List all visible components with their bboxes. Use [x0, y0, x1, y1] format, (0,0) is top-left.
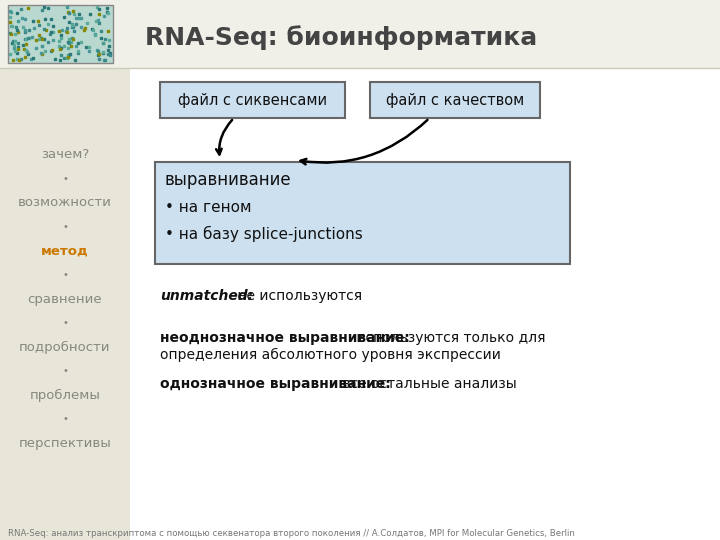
- Text: подробности: подробности: [19, 340, 111, 354]
- Text: возможности: возможности: [18, 197, 112, 210]
- Text: RNA-Seq: анализ транскриптома с помощью секвенатора второго поколения // А.Солда: RNA-Seq: анализ транскриптома с помощью …: [8, 529, 575, 537]
- Text: • на базу splice-junctions: • на базу splice-junctions: [165, 226, 363, 242]
- Text: метод: метод: [41, 245, 89, 258]
- Text: •: •: [62, 318, 68, 328]
- Text: определения абсолютного уровня экспрессии: определения абсолютного уровня экспресси…: [160, 348, 501, 362]
- Bar: [160, 82, 345, 118]
- Bar: [8, 5, 113, 63]
- Text: RNA-Seq: биоинформатика: RNA-Seq: биоинформатика: [145, 25, 537, 50]
- Text: выравнивание: выравнивание: [165, 171, 292, 189]
- Text: проблемы: проблемы: [30, 388, 100, 402]
- Text: все остальные анализы: все остальные анализы: [338, 377, 517, 391]
- Text: сравнение: сравнение: [27, 293, 102, 306]
- Bar: [370, 82, 540, 118]
- Bar: [155, 162, 570, 264]
- Text: •: •: [62, 414, 68, 424]
- Text: файл с качеством: файл с качеством: [386, 92, 524, 107]
- Text: • на геном: • на геном: [165, 199, 251, 214]
- Text: •: •: [62, 270, 68, 280]
- Text: не используются: не используются: [233, 289, 362, 303]
- Text: файл с сиквенсами: файл с сиквенсами: [178, 92, 327, 107]
- Text: неоднозначное выравнивание:: неоднозначное выравнивание:: [160, 331, 410, 345]
- Text: •: •: [62, 366, 68, 376]
- Text: unmatched:: unmatched:: [160, 289, 253, 303]
- Bar: [0, 0, 720, 68]
- Text: •: •: [62, 174, 68, 184]
- Text: перспективы: перспективы: [19, 436, 112, 449]
- Bar: [0, 68, 130, 540]
- Text: •: •: [62, 222, 68, 232]
- Text: однозначное выравнивание:: однозначное выравнивание:: [160, 377, 391, 391]
- Text: используются только для: используются только для: [352, 331, 546, 345]
- Text: зачем?: зачем?: [41, 148, 89, 161]
